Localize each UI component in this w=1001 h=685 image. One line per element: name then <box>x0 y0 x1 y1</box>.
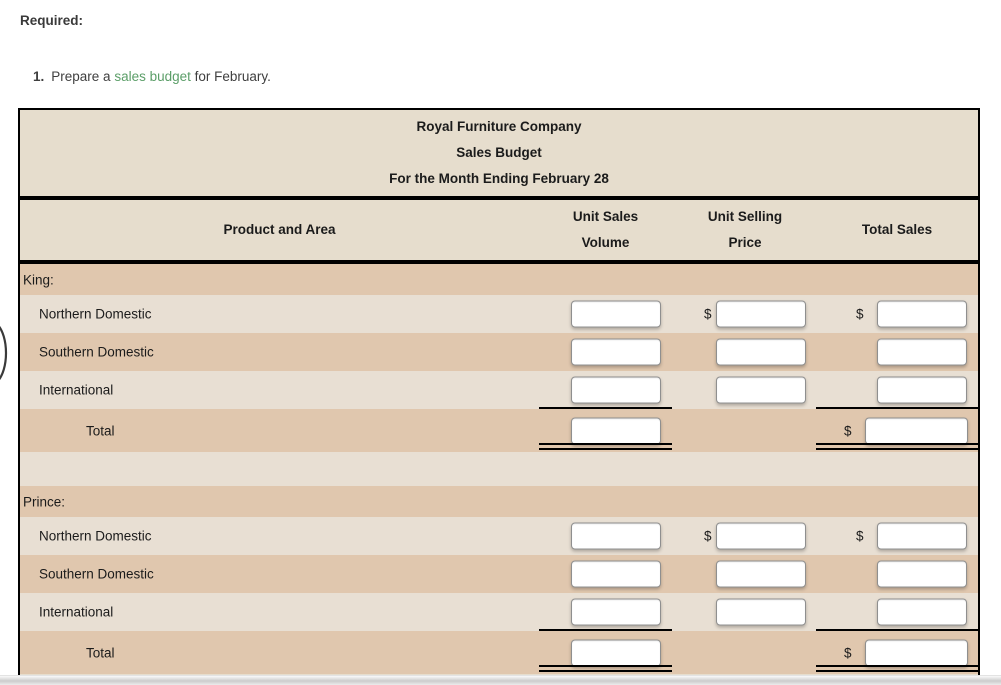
king-total-double-rule-top <box>816 443 978 445</box>
prince-international-total-sales-input[interactable] <box>877 598 967 626</box>
king-southern-domestic-total-sales-input[interactable] <box>877 338 967 366</box>
king-total-double-rule-bottom <box>816 448 978 450</box>
king-southern-domestic-unit-sales-volume-input[interactable] <box>571 338 661 366</box>
table-title-block: Royal Furniture Company Sales Budget For… <box>20 110 978 196</box>
king-southern-domestic-unit-selling-price-input[interactable] <box>716 338 806 366</box>
col-header-product-and-area: Product and Area <box>223 222 336 237</box>
left-edge-parenthesis-glyph <box>0 326 7 380</box>
prince-total-double-rule-bottom <box>816 670 978 672</box>
company-name-title: Royal Furniture Company <box>416 119 582 134</box>
king-international-total-sales-input[interactable] <box>877 376 967 404</box>
header-divider-rule <box>20 260 978 264</box>
row-king-international: International <box>20 371 978 409</box>
prince-northern-domestic-unit-selling-price-input[interactable] <box>716 522 806 550</box>
col-header-unit-selling-price: Unit Selling Price <box>707 209 783 250</box>
row-prince-total-label: Total <box>86 645 115 660</box>
row-king-total: Total $ <box>20 409 978 452</box>
prince-volume-double-rule-bottom <box>539 670 672 672</box>
col-header-total-sales: Total Sales <box>861 222 933 237</box>
king-total-unit-sales-volume-input[interactable] <box>571 417 661 444</box>
prince-international-unit-selling-price-input[interactable] <box>716 598 806 626</box>
prince-southern-domestic-unit-selling-price-input[interactable] <box>716 560 806 588</box>
statement-title: Sales Budget <box>456 145 542 160</box>
row-king-northern-domestic: Northern Domestic $ $ <box>20 295 978 333</box>
row-prince: Prince: <box>20 486 978 517</box>
row-prince-international-label: International <box>39 604 114 620</box>
king-northern-domestic-total-dollar-sign: $ <box>856 306 864 322</box>
sales-budget-link[interactable]: sales budget <box>114 69 191 84</box>
king-total-sales-input[interactable] <box>865 417 968 444</box>
item-number: 1. <box>33 69 45 84</box>
prince-northern-domestic-price-dollar-sign: $ <box>704 528 712 544</box>
prince-northern-domestic-total-dollar-sign: $ <box>856 528 864 544</box>
row-prince-northern-domestic-label: Northern Domestic <box>39 528 152 544</box>
king-volume-double-rule-top <box>539 443 672 445</box>
row-spacer <box>20 452 978 486</box>
prince-international-unit-sales-volume-input[interactable] <box>571 598 661 626</box>
period-title: For the Month Ending February 28 <box>389 171 609 186</box>
king-northern-domestic-total-sales-input[interactable] <box>877 300 967 328</box>
row-prince-northern-domestic: Northern Domestic $ $ <box>20 517 978 555</box>
prince-volume-double-rule-top <box>539 665 672 667</box>
prince-total-unit-sales-volume-input[interactable] <box>571 639 661 666</box>
row-prince-southern-domestic: Southern Domestic <box>20 555 978 593</box>
table-body: King: Northern Domestic $ $ Southern Domesti… <box>20 264 978 674</box>
prince-southern-domestic-unit-sales-volume-input[interactable] <box>571 560 661 588</box>
row-king-southern-domestic: Southern Domestic <box>20 333 978 371</box>
row-king-southern-domestic-label: Southern Domestic <box>39 344 154 360</box>
sales-budget-table: Royal Furniture Company Sales Budget For… <box>18 108 980 675</box>
prince-northern-domestic-total-sales-input[interactable] <box>877 522 967 550</box>
row-king-international-label: International <box>39 382 114 398</box>
required-heading: Required: <box>20 13 84 28</box>
king-northern-domestic-price-dollar-sign: $ <box>704 306 712 322</box>
prince-total-dollar-sign: $ <box>844 645 852 660</box>
king-total-subtotal-rule <box>816 407 978 409</box>
prince-northern-domestic-unit-sales-volume-input[interactable] <box>571 522 661 550</box>
horizontal-scrollbar[interactable] <box>0 675 1001 685</box>
king-volume-double-rule-bottom <box>539 448 672 450</box>
title-divider-rule <box>20 196 978 200</box>
row-prince-international: International <box>20 593 978 631</box>
column-header-row: Product and Area Unit Sales Volume Unit … <box>20 200 978 260</box>
row-prince-total: Total $ <box>20 631 978 674</box>
king-northern-domestic-unit-sales-volume-input[interactable] <box>571 300 661 328</box>
king-international-unit-selling-price-input[interactable] <box>716 376 806 404</box>
prince-total-subtotal-rule <box>816 629 978 631</box>
prince-total-sales-input[interactable] <box>865 639 968 666</box>
row-prince-label: Prince: <box>23 494 66 509</box>
row-king: King: <box>20 264 978 295</box>
row-king-label: King: <box>23 272 54 287</box>
king-international-unit-sales-volume-input[interactable] <box>571 376 661 404</box>
prince-volume-subtotal-rule <box>539 629 672 631</box>
col-header-unit-sales-volume: Unit Sales Volume <box>572 209 639 250</box>
king-volume-subtotal-rule <box>539 407 672 409</box>
prince-southern-domestic-total-sales-input[interactable] <box>877 560 967 588</box>
instruction-text-post: for February. <box>190 69 271 84</box>
instruction-line: 1. Prepare a sales budget for February. <box>18 54 271 99</box>
row-king-total-label: Total <box>86 423 115 438</box>
prince-total-double-rule-top <box>816 665 978 667</box>
king-northern-domestic-unit-selling-price-input[interactable] <box>716 300 806 328</box>
king-total-dollar-sign: $ <box>844 423 852 438</box>
row-prince-southern-domestic-label: Southern Domestic <box>39 566 154 582</box>
row-king-northern-domestic-label: Northern Domestic <box>39 306 152 322</box>
instruction-text-pre: Prepare a <box>51 69 115 84</box>
